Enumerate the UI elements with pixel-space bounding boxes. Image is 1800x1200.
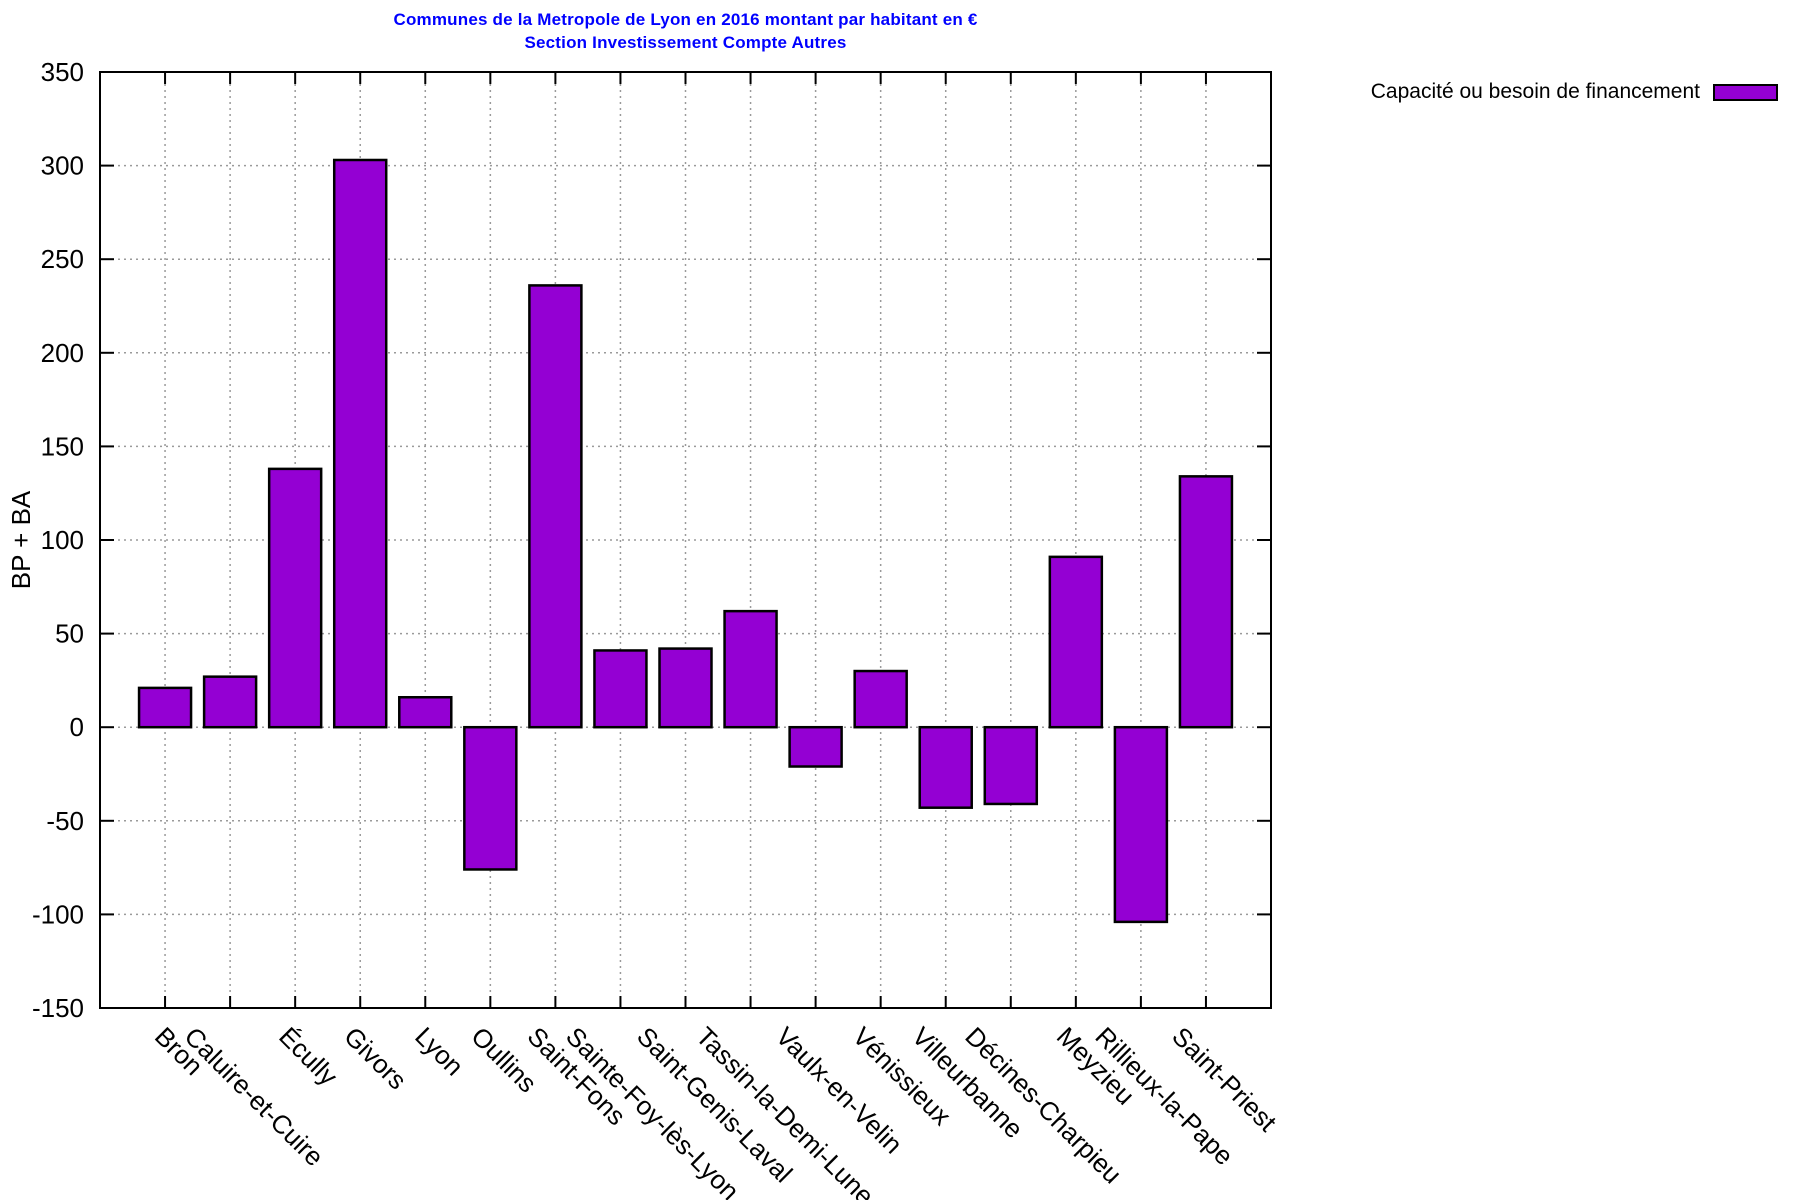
x-tick-label: Lyon xyxy=(409,1021,469,1081)
bar-9 xyxy=(658,647,713,729)
y-tick-label: 100 xyxy=(41,525,84,555)
bar-15 xyxy=(1048,555,1104,729)
legend: Capacité ou besoin de financement xyxy=(1371,80,1778,104)
bar-10 xyxy=(723,609,778,729)
y-tick-label: 350 xyxy=(41,57,84,87)
chart-title: Communes de la Metropole de Lyon en 2016… xyxy=(393,10,978,29)
y-tick-labels: -150 -100 -50 0 50 100 150 200 250 300 350 xyxy=(32,57,84,1023)
bar-5 xyxy=(398,695,453,729)
bar-11 xyxy=(788,725,843,768)
bar-13 xyxy=(918,725,973,809)
bar-14 xyxy=(983,725,1039,806)
y-tick-label: -100 xyxy=(32,899,84,929)
y-tick-label: -150 xyxy=(32,993,84,1023)
x-tick-label: Écully xyxy=(273,1021,343,1091)
y-tick-label: -50 xyxy=(46,806,84,836)
bar-1 xyxy=(137,686,193,729)
y-tick-label: 150 xyxy=(41,431,84,461)
y-tick-label: 50 xyxy=(55,619,84,649)
bar-7 xyxy=(528,284,583,729)
bar-8 xyxy=(593,649,648,729)
bars xyxy=(137,158,1234,924)
bar-12 xyxy=(853,669,908,729)
y-axis-label: BP + BA xyxy=(6,490,36,589)
x-tick-labels: BronCaluire-et-CuireÉcullyGivorsLyonOull… xyxy=(149,1021,1283,1200)
legend-label: Capacité ou besoin de financement xyxy=(1370,80,1700,103)
bar-3 xyxy=(267,467,323,729)
y-tick-label: 0 xyxy=(70,712,84,742)
chart-subtitle: Section Investissement Compte Autres xyxy=(524,33,847,52)
axes xyxy=(99,71,1272,1009)
bar-6 xyxy=(463,725,518,871)
x-tick-label: Givors xyxy=(338,1021,412,1095)
bar-2 xyxy=(202,675,258,729)
bar-16 xyxy=(1113,725,1169,924)
y-tick-label: 200 xyxy=(41,338,84,368)
y-tick-label: 250 xyxy=(41,244,84,274)
legend-swatch xyxy=(1713,83,1778,101)
bar-17 xyxy=(1178,475,1234,729)
y-tick-label: 300 xyxy=(41,151,84,181)
bar-4 xyxy=(332,158,388,729)
